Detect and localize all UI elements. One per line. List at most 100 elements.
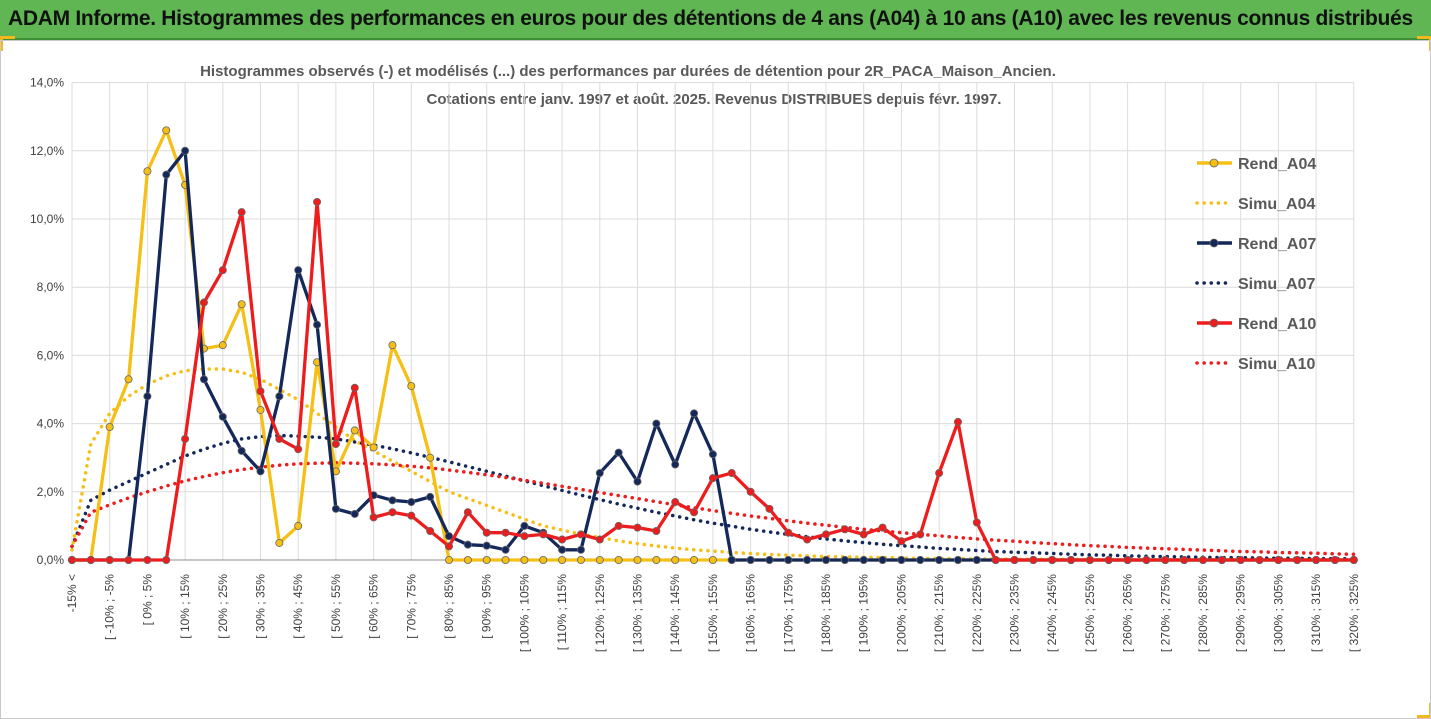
data-point xyxy=(426,453,435,462)
data-point xyxy=(708,474,717,483)
series-Simu_A07 xyxy=(70,433,1356,561)
data-point xyxy=(652,527,661,536)
data-point xyxy=(275,392,284,401)
x-tick-label: [ 160% ; 165% xyxy=(744,574,758,652)
data-point xyxy=(1349,556,1358,565)
gridlines xyxy=(71,82,1355,561)
data-point xyxy=(1255,556,1264,565)
data-point xyxy=(803,535,812,544)
data-point xyxy=(690,556,699,565)
data-point xyxy=(690,409,699,418)
data-point xyxy=(671,556,680,565)
y-tick-label: 2,0% xyxy=(37,485,65,499)
data-point xyxy=(294,266,303,275)
data-point xyxy=(784,528,793,537)
data-point xyxy=(991,556,1000,565)
legend-label: Rend_A04 xyxy=(1238,156,1316,173)
data-point xyxy=(595,469,604,478)
data-point xyxy=(218,266,227,275)
y-tick-label: 12,0% xyxy=(30,144,64,158)
x-tick-label: [ 140% ; 145% xyxy=(668,574,682,652)
y-tick-label: 6,0% xyxy=(37,348,65,362)
y-tick-label: 10,0% xyxy=(30,212,64,226)
data-point xyxy=(935,556,944,565)
data-point xyxy=(162,126,171,135)
data-point xyxy=(576,556,585,565)
data-point xyxy=(181,434,190,443)
data-point xyxy=(1312,556,1321,565)
data-point xyxy=(953,417,962,426)
x-tick-label: [ 120% ; 125% xyxy=(593,574,607,652)
data-point xyxy=(953,556,962,565)
data-point xyxy=(105,423,114,432)
data-point xyxy=(1274,556,1283,565)
data-point xyxy=(916,556,925,565)
data-point xyxy=(539,556,548,565)
data-point xyxy=(690,508,699,517)
data-point xyxy=(237,446,246,455)
data-point xyxy=(840,556,849,565)
data-point xyxy=(331,504,340,513)
data-point xyxy=(426,527,435,536)
data-point xyxy=(576,530,585,539)
x-tick-label: [ 300% ; 305% xyxy=(1271,574,1285,652)
series-Rend_A10 xyxy=(68,197,1358,565)
data-point xyxy=(218,412,227,421)
x-tick-label: [ 320% ; 325% xyxy=(1347,574,1361,652)
x-tick-label: [ 230% ; 235% xyxy=(1008,574,1022,652)
data-point xyxy=(897,537,906,546)
data-point xyxy=(935,469,944,478)
y-axis-ticks: 0,0% 2,0% 4,0% 6,0% 8,0% 10,0% 12,0% 14,0% xyxy=(30,76,64,567)
data-point xyxy=(1161,556,1170,565)
data-point xyxy=(463,556,472,565)
data-point xyxy=(633,556,642,565)
data-point xyxy=(614,556,623,565)
legend-label: Rend_A10 xyxy=(1238,316,1316,333)
x-tick-label: [ 60% ; 65% xyxy=(367,574,381,639)
series-Simu_A10 xyxy=(70,461,1356,556)
data-point xyxy=(199,375,208,384)
data-point xyxy=(407,382,416,391)
data-point xyxy=(520,532,529,541)
x-tick-label: [ 0% ; 5% xyxy=(140,574,154,626)
data-point xyxy=(1330,556,1339,565)
x-tick-label: [ 290% ; 295% xyxy=(1234,574,1248,652)
data-point xyxy=(256,467,265,476)
data-point xyxy=(633,477,642,486)
x-tick-label: [ 30% ; 35% xyxy=(254,574,268,639)
data-point xyxy=(218,341,227,350)
data-point xyxy=(1199,556,1208,565)
data-point xyxy=(746,487,755,496)
legend-label: Rend_A07 xyxy=(1238,236,1316,253)
x-tick-label: [ 150% ; 155% xyxy=(706,574,720,652)
data-point xyxy=(124,375,133,384)
legend-marker xyxy=(1209,158,1219,168)
data-point xyxy=(199,298,208,307)
data-point xyxy=(1123,556,1132,565)
data-point xyxy=(463,508,472,517)
data-point xyxy=(859,530,868,539)
x-tick-label: [ 90% ; 95% xyxy=(480,574,494,639)
data-point xyxy=(143,392,152,401)
y-tick-label: 14,0% xyxy=(30,76,64,90)
y-tick-label: 0,0% xyxy=(37,553,65,567)
legend-marker xyxy=(1209,238,1219,248)
data-point xyxy=(444,532,453,541)
data-point xyxy=(765,556,774,565)
data-point xyxy=(652,419,661,428)
data-point xyxy=(407,498,416,507)
data-point xyxy=(162,556,171,565)
data-point xyxy=(1085,556,1094,565)
data-point xyxy=(840,525,849,534)
x-tick-label: [ 110% ; 115% xyxy=(555,574,569,651)
data-point xyxy=(294,445,303,454)
data-point xyxy=(501,556,510,565)
x-tick-label: [ 20% ; 25% xyxy=(216,574,230,639)
data-point xyxy=(444,542,453,551)
data-point xyxy=(1067,556,1076,565)
data-point xyxy=(1104,556,1113,565)
chart-title: Histogrammes observés (-) et modélisés (… xyxy=(200,63,1056,80)
data-point xyxy=(595,535,604,544)
data-point xyxy=(388,341,397,350)
